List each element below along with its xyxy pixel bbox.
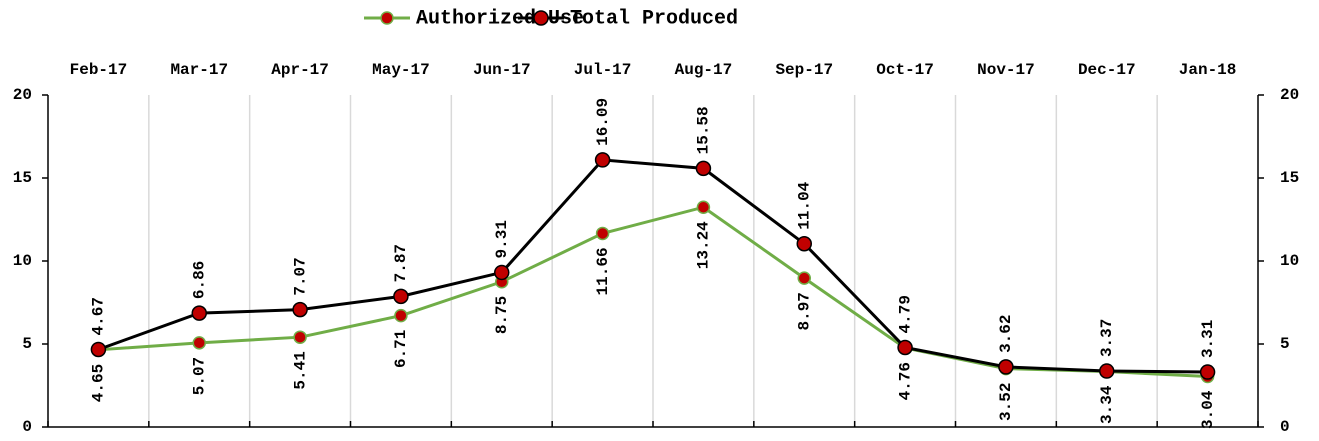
- x-tick-label: Oct-17: [876, 61, 934, 79]
- point: [494, 264, 510, 281]
- y2-tick-label: 10: [1280, 252, 1299, 270]
- data-label: 6.86: [190, 261, 208, 299]
- point: [191, 305, 207, 321]
- x-tick-label: Jul-17: [574, 61, 632, 79]
- y2-tick-label: 20: [1280, 86, 1299, 104]
- y-tick-label: 15: [13, 169, 32, 187]
- point: [292, 301, 308, 318]
- data-label: 11.66: [594, 247, 612, 295]
- point: [393, 288, 409, 305]
- x-tick-label: Sep-17: [775, 61, 833, 79]
- data-label: 13.24: [695, 221, 713, 269]
- data-label: 5.07: [190, 357, 208, 395]
- y2-tick-label: 15: [1280, 169, 1299, 187]
- x-tick-label: Feb-17: [70, 61, 128, 79]
- data-label: 3.52: [997, 383, 1015, 421]
- data-label: 3.34: [1098, 385, 1116, 424]
- data-label: 9.31: [493, 220, 511, 258]
- data-label: 4.67: [90, 297, 108, 335]
- point: [695, 160, 712, 177]
- point: [1099, 363, 1115, 379]
- point: [192, 336, 206, 350]
- data-label: 16.09: [594, 98, 612, 146]
- data-label: 3.37: [1098, 319, 1116, 357]
- point: [394, 308, 408, 323]
- x-tick-label: Dec-17: [1078, 61, 1136, 79]
- point: [1199, 364, 1216, 380]
- point: [293, 330, 307, 344]
- point: [696, 200, 711, 214]
- data-label: 7.07: [291, 257, 309, 295]
- x-tick-label: Apr-17: [271, 61, 329, 79]
- point: [594, 152, 611, 168]
- x-tick-label: Aug-17: [675, 61, 733, 79]
- y-tick-label: 5: [22, 335, 32, 353]
- x-tick-label: May-17: [372, 61, 430, 79]
- y-tick-label: 20: [13, 86, 32, 104]
- legend-label: Total Produced: [570, 7, 738, 30]
- point: [90, 341, 107, 358]
- y2-tick-label: 5: [1280, 335, 1290, 353]
- legend-marker: [533, 10, 549, 26]
- legend-marker: [380, 11, 394, 25]
- x-tick-label: Jun-17: [473, 61, 531, 79]
- x-tick-label: Jan-18: [1179, 61, 1237, 79]
- data-label: 7.87: [392, 244, 410, 282]
- data-label: 8.97: [795, 292, 813, 330]
- point: [998, 359, 1014, 375]
- x-tick-label: Nov-17: [977, 61, 1035, 79]
- point: [796, 235, 812, 252]
- series-line: [97, 158, 1208, 374]
- data-label: 3.62: [997, 315, 1015, 353]
- data-label: 5.41: [291, 351, 309, 389]
- data-label: 3.31: [1199, 320, 1217, 358]
- point: [595, 226, 610, 241]
- data-label: 4.65: [90, 364, 108, 402]
- data-label: 8.75: [493, 296, 511, 334]
- data-label: 11.04: [795, 181, 813, 229]
- point: [897, 339, 913, 356]
- x-tick-label: Mar-17: [170, 61, 228, 79]
- point: [797, 271, 811, 285]
- data-label: 4.79: [896, 295, 914, 333]
- y2-tick-label: 0: [1280, 418, 1290, 436]
- data-label: 6.71: [392, 330, 410, 368]
- data-label: 3.04: [1199, 390, 1217, 429]
- data-label: 15.58: [695, 106, 713, 154]
- y-tick-label: 0: [22, 418, 32, 436]
- data-label: 4.76: [896, 362, 914, 400]
- y-tick-label: 10: [13, 252, 32, 270]
